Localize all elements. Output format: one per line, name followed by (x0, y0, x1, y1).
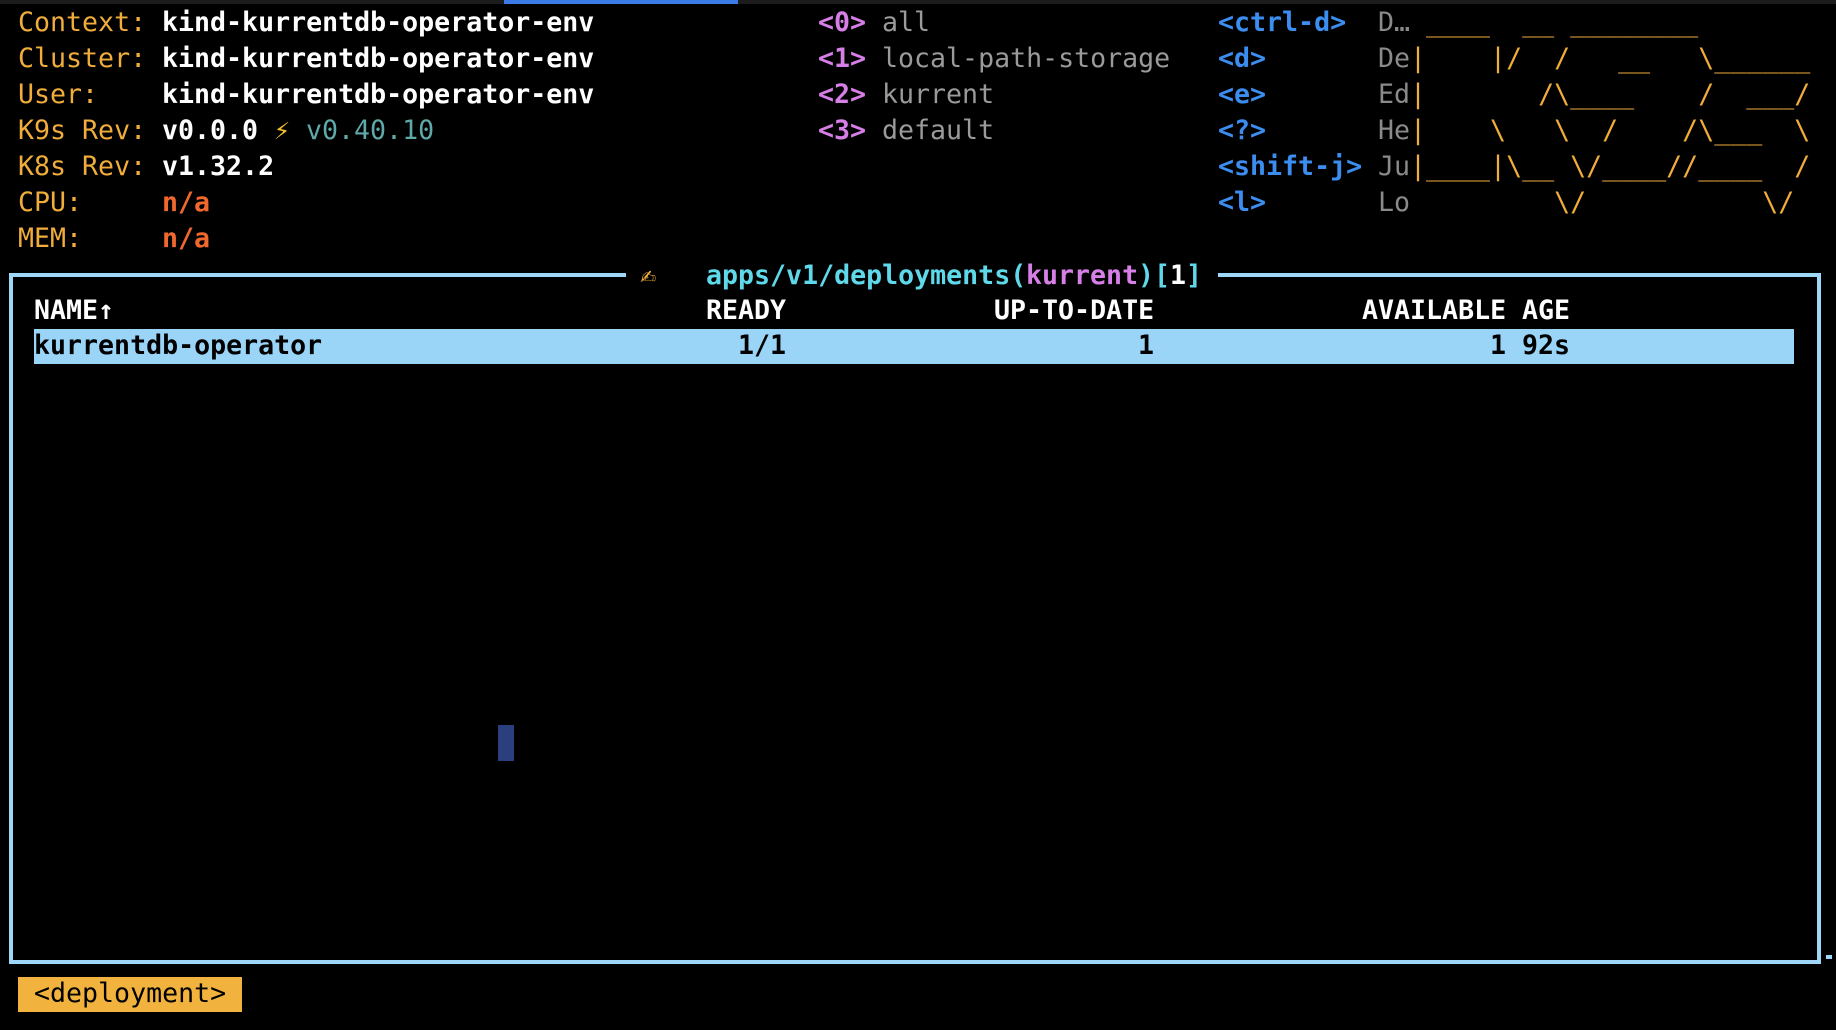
cell-available: 1 (1490, 330, 1507, 361)
cell-age: 92s (1522, 330, 1571, 361)
column-age[interactable]: AGE (1522, 295, 1571, 326)
mem-label: MEM: (18, 223, 83, 254)
cell-up-to-date: 1 (1138, 330, 1155, 361)
k9s-rev-label: K9s Rev: (18, 115, 147, 146)
namespace-name: kurrent (882, 79, 995, 110)
title-bracket-end: ] (1186, 260, 1203, 291)
namespace-key: <1> (818, 43, 867, 74)
cell-name: kurrentdb-operator (34, 330, 323, 361)
cell-ready: 1/1 (738, 330, 787, 361)
column-available[interactable]: AVAILABLE (1362, 295, 1507, 326)
logo-line: | /\____ / ___/ (1410, 79, 1811, 110)
logo-line: | \ \ / /\___ \ (1410, 115, 1811, 146)
cpu-label: CPU: (18, 187, 83, 218)
context-label: Context: (18, 7, 147, 38)
resource-count: 1 (1170, 260, 1187, 291)
cpu-value: n/a (162, 187, 211, 218)
deployments-panel (9, 273, 1821, 964)
shortcut-key: <e> (1218, 79, 1267, 110)
shortcut-key: <shift-j> (1218, 151, 1363, 182)
shortcut-key: <d> (1218, 43, 1267, 74)
namespace-key: <0> (818, 7, 867, 38)
mem-value: n/a (162, 223, 211, 254)
text-cursor (498, 725, 514, 761)
shortcut-desc: Ed (1378, 79, 1411, 110)
column-name[interactable]: NAME↑ (34, 295, 115, 326)
lightning-icon: ⚡ (274, 115, 291, 146)
edit-hand-icon: ✍ (640, 260, 657, 291)
shortcut-desc: He (1378, 115, 1411, 146)
logo-line: |____|\__ \/____//____ / (1410, 151, 1811, 182)
cluster-value: kind-kurrentdb-operator-env (162, 43, 595, 74)
namespace-key: <3> (818, 115, 867, 146)
user-label: User: (18, 79, 99, 110)
shortcut-desc: Ju (1378, 151, 1411, 182)
namespace-name: default (882, 115, 995, 146)
shortcut-desc: De (1378, 43, 1411, 74)
panel-edge (1826, 955, 1832, 959)
namespace-key: <2> (818, 79, 867, 110)
logo-line: ____ __ ________ (1410, 7, 1699, 38)
resource-path: apps/v1/deployments( (706, 260, 1027, 291)
column-ready[interactable]: READY (706, 295, 787, 326)
column-up-to-date[interactable]: UP-TO-DATE (994, 295, 1155, 326)
user-value: kind-kurrentdb-operator-env (162, 79, 595, 110)
context-value: kind-kurrentdb-operator-env (162, 7, 595, 38)
breadcrumb-deployment: <deployment> (34, 978, 227, 1009)
k8s-rev-label: K8s Rev: (18, 151, 147, 182)
namespace-name: all (882, 7, 931, 38)
shortcut-desc: Lo (1378, 187, 1411, 218)
title-namespace: kurrent (1026, 260, 1139, 291)
logo-line: | |/ / __ \______ (1410, 43, 1811, 74)
shortcut-key: <ctrl-d> (1218, 7, 1347, 38)
title-bracket: )[ (1138, 260, 1171, 291)
namespace-name: local-path-storage (882, 43, 1171, 74)
shortcut-desc: D… (1378, 7, 1411, 38)
window-top-bar (0, 0, 1836, 4)
active-tab-indicator[interactable] (504, 0, 738, 4)
k9s-rev-value: v0.0.0 (162, 115, 259, 146)
k8s-rev-value: v1.32.2 (162, 151, 275, 182)
panel-title: ✍ apps/v1/deployments( kurrent )[ 1 ] (626, 258, 1218, 294)
shortcut-key: <l> (1218, 187, 1267, 218)
breadcrumb[interactable]: <deployment> (18, 977, 242, 1012)
shortcut-key: <?> (1218, 115, 1267, 146)
logo-line: \/ \/ (1410, 187, 1795, 218)
table-row[interactable]: kurrentdb-operator 1/1 1 1 92s (34, 329, 1794, 364)
cluster-label: Cluster: (18, 43, 147, 74)
k9s-latest-version: v0.40.10 (306, 115, 435, 146)
